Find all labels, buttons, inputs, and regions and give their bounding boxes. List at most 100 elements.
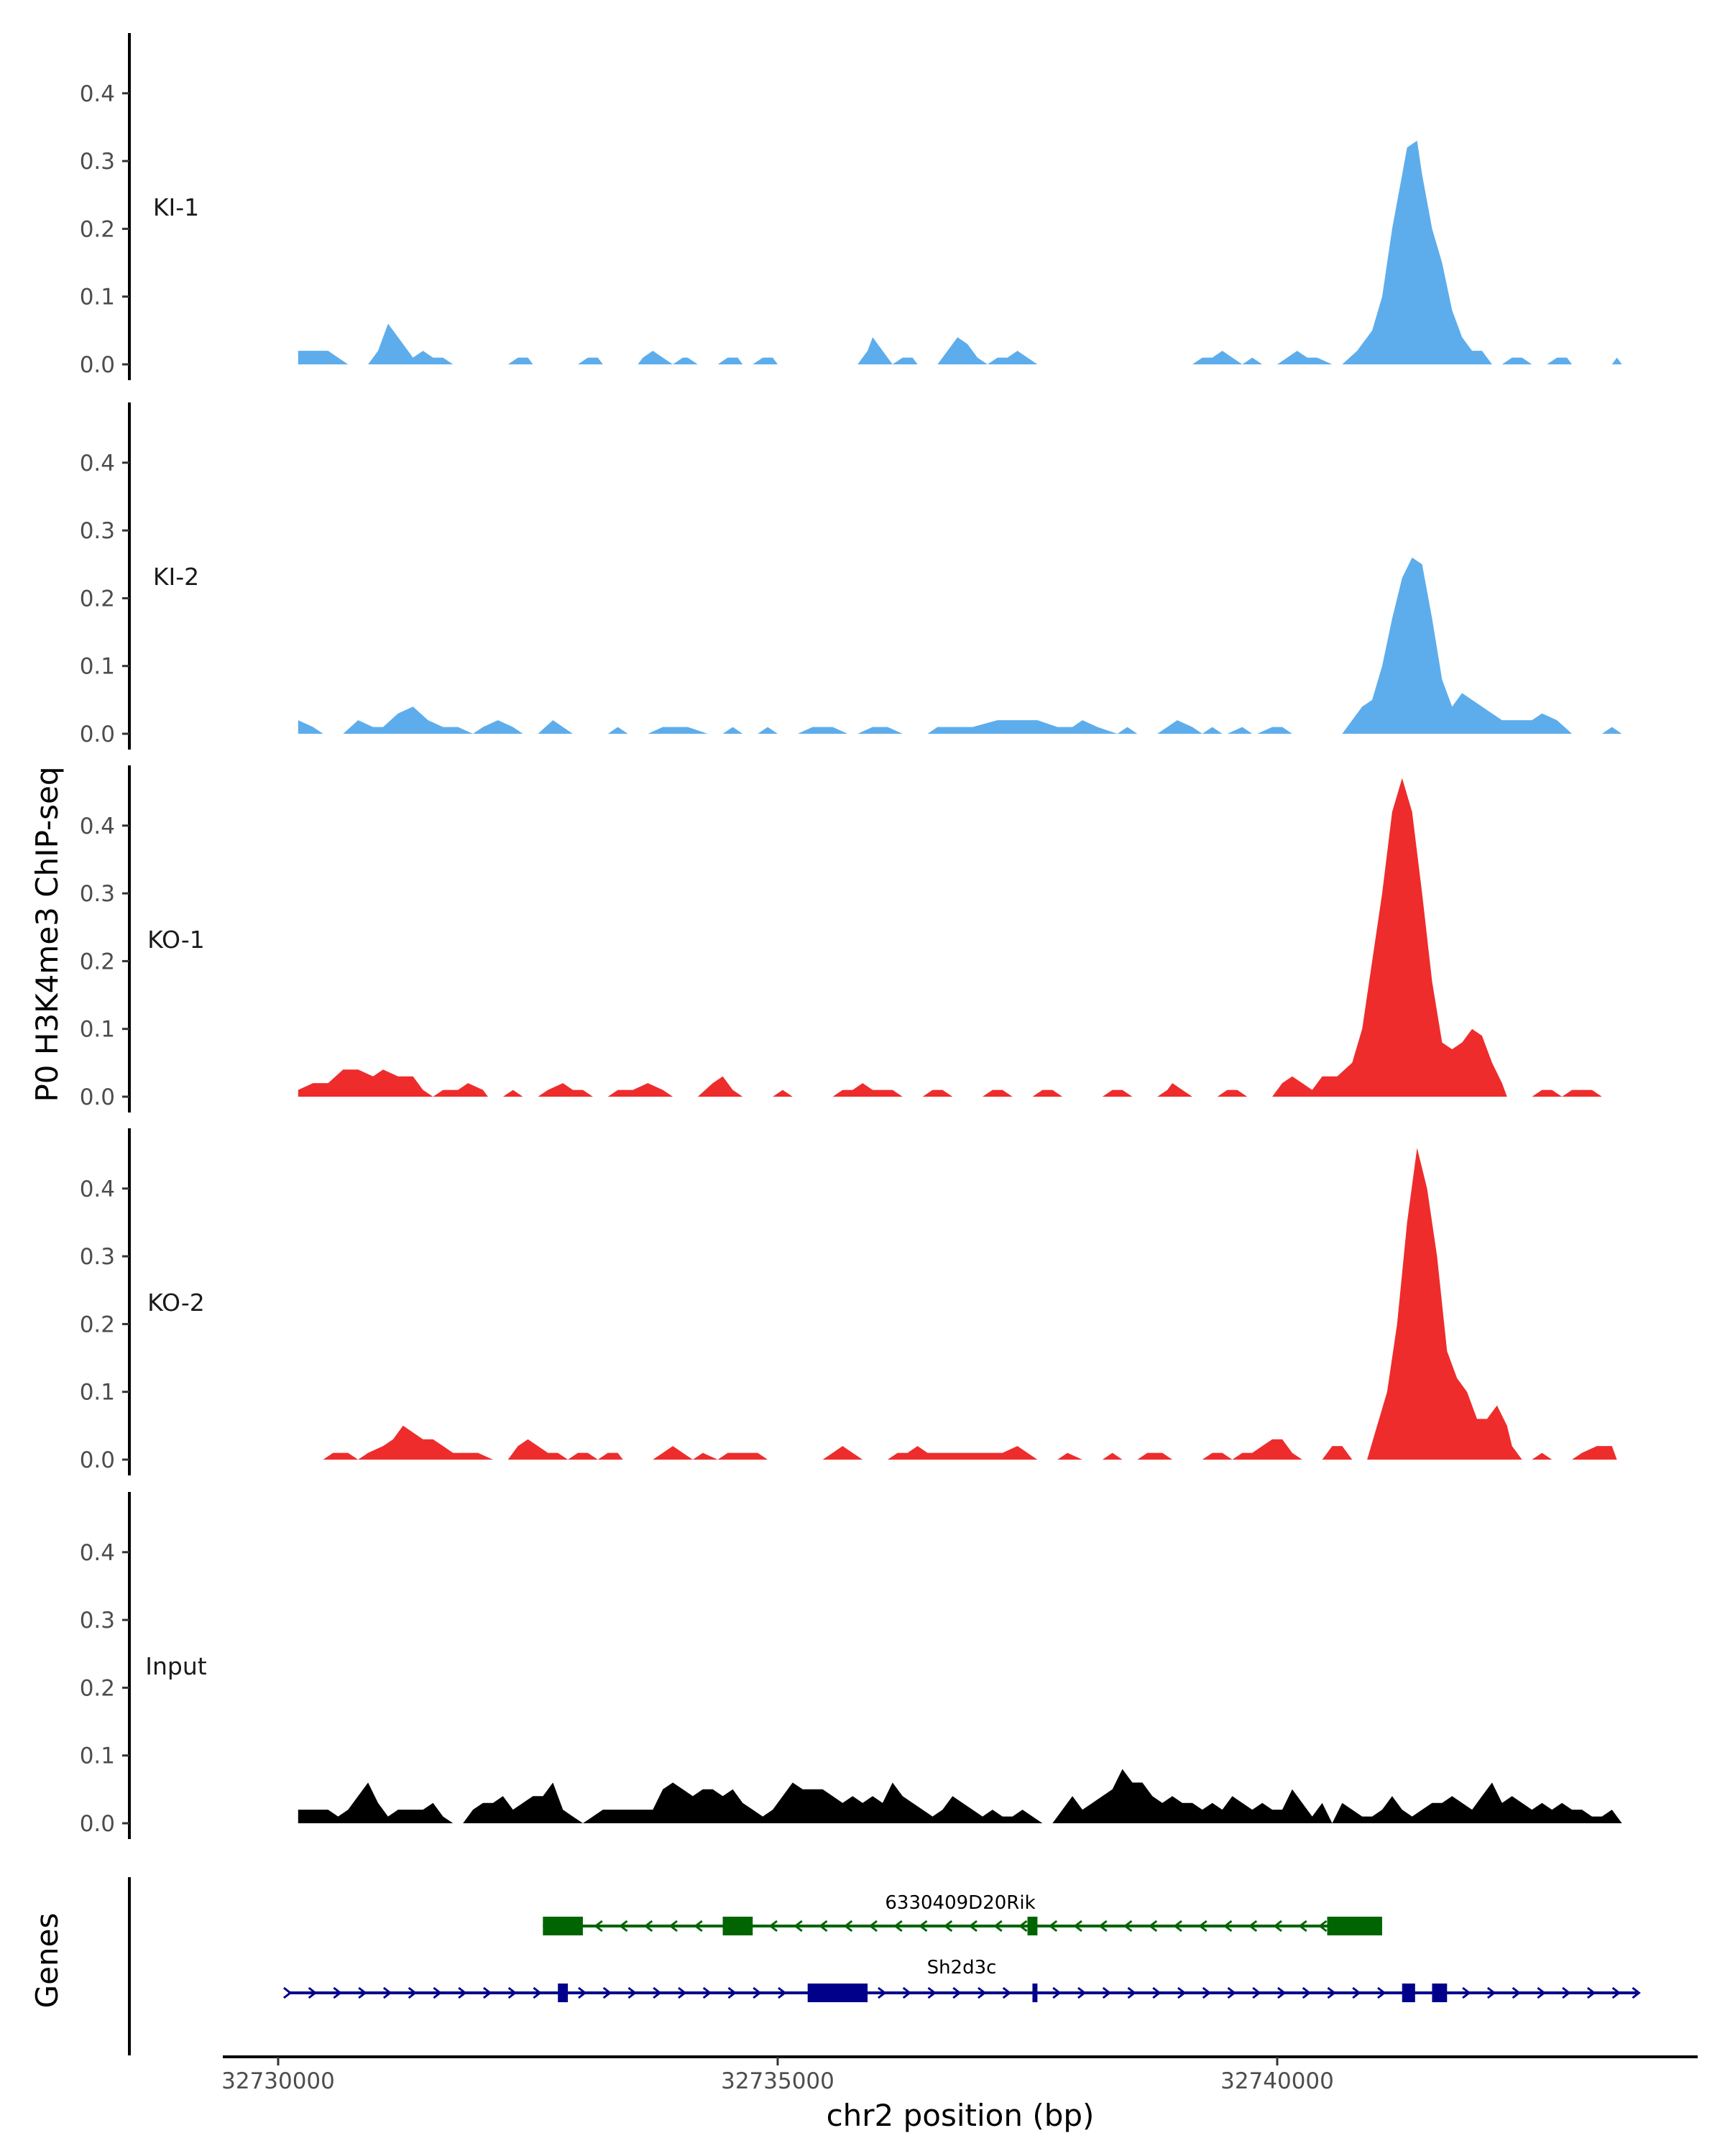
x-axis-title: chr2 position (bp) [827, 2098, 1095, 2133]
x-axis: 32730000 32735000 32740000 [221, 2055, 1698, 2094]
exon-block [722, 1917, 753, 1935]
strand-arrow [602, 1986, 612, 1999]
x-tick-label: 32740000 [1220, 2068, 1334, 2094]
strand-arrow [1052, 1986, 1062, 1999]
y-tick-label: 0.2 [80, 216, 115, 242]
strand-arrow [694, 1920, 703, 1932]
strand-arrow [878, 1986, 887, 1999]
strand-arrow [1611, 1986, 1622, 1999]
y-tick-label: 0.4 [80, 1176, 115, 1202]
y-tick-label: 0.3 [80, 518, 115, 544]
strand-arrow [868, 1920, 878, 1932]
y-tick-label: 0.2 [80, 1675, 115, 1701]
strand-arrow [627, 1986, 637, 1999]
y-tick-label: 0.1 [80, 1743, 115, 1769]
strand-arrow [1123, 1920, 1133, 1932]
strand-arrow [643, 1920, 653, 1932]
strand-arrow [282, 1986, 293, 1999]
strand-arrow [1252, 1986, 1261, 1999]
track-name-label: KI-1 [153, 193, 199, 221]
strand-arrow [1327, 1986, 1336, 1999]
signal-area-ki-2 [298, 557, 1622, 734]
strand-arrow [578, 1986, 587, 1999]
strand-arrow [1298, 1920, 1307, 1932]
strand-arrow [1277, 1986, 1287, 1999]
x-tick-label: 32735000 [721, 2068, 834, 2094]
strand-arrow [1352, 1986, 1361, 1999]
strand-arrow [668, 1920, 678, 1932]
track-name-label: KO-1 [147, 926, 205, 954]
strand-arrow [619, 1920, 628, 1932]
strand-arrow [653, 1986, 662, 1999]
strand-arrow [794, 1920, 803, 1932]
strand-arrow [943, 1920, 953, 1932]
strand-arrow [702, 1986, 712, 1999]
y-tick-label: 0.1 [80, 285, 115, 310]
strand-arrow [993, 1920, 1003, 1932]
strand-arrow [1512, 1986, 1522, 1999]
strand-arrow [482, 1986, 492, 1999]
strand-arrow [819, 1920, 828, 1932]
strand-arrow [927, 1986, 937, 1999]
strand-arrow [1486, 1986, 1496, 1999]
exon-block [1032, 1984, 1038, 2002]
strand-arrow [727, 1986, 737, 1999]
strand-arrow [1586, 1986, 1596, 1999]
strand-arrow [1173, 1920, 1182, 1932]
strand-arrow [1302, 1986, 1312, 1999]
strand-arrow [902, 1986, 912, 1999]
exon-block [807, 1984, 868, 2002]
strand-arrow [753, 1986, 762, 1999]
y-tick-label: 0.0 [80, 352, 115, 378]
strand-arrow [1273, 1920, 1282, 1932]
signal-tracks: 0.00.10.20.30.4KI-10.00.10.20.30.4KI-20.… [80, 33, 1622, 1839]
strand-arrow [1562, 1986, 1571, 1999]
exon-block [1432, 1984, 1448, 2002]
strand-arrow [358, 1986, 367, 1999]
strand-arrow [382, 1986, 392, 1999]
strand-arrow [333, 1986, 342, 1999]
strand-arrow [1377, 1986, 1386, 1999]
strand-arrow [968, 1920, 978, 1932]
y-tick-label: 0.0 [80, 1084, 115, 1110]
strand-arrow [1248, 1920, 1258, 1932]
y-tick-label: 0.0 [80, 722, 115, 747]
strand-arrow [1462, 1986, 1471, 1999]
strand-arrow [1077, 1986, 1087, 1999]
strand-arrow [458, 1986, 467, 1999]
y-tick-label: 0.2 [80, 1312, 115, 1337]
strand-arrow [919, 1920, 928, 1932]
gene-6330409d20rik: 6330409D20Rik [543, 1892, 1382, 1935]
strand-arrow [1223, 1920, 1233, 1932]
strand-arrow [1102, 1986, 1112, 1999]
strand-arrow [433, 1986, 442, 1999]
y-tick-label: 0.4 [80, 451, 115, 476]
strand-arrow [308, 1986, 318, 1999]
strand-arrow [1177, 1986, 1187, 1999]
track-ko-1: 0.0 0.1 0.2 0.3 0.4 KO-1 [80, 765, 1617, 1112]
exon-block [543, 1917, 583, 1935]
strand-arrow [507, 1986, 518, 1999]
strand-arrow [893, 1920, 903, 1932]
y-tick-label: 0.3 [80, 1608, 115, 1634]
signal-area-ko-2 [323, 1148, 1617, 1460]
exon-block [1027, 1917, 1038, 1935]
y-tick-label: 0.3 [80, 881, 115, 907]
strand-arrow [1202, 1986, 1212, 1999]
gene-name-label: Sh2d3c [927, 1957, 997, 1978]
strand-arrow [1002, 1986, 1012, 1999]
track-name-label: Input [145, 1652, 207, 1680]
track-ki-1: 0.0 0.1 0.2 0.3 0.4 KI-1 [80, 33, 1622, 380]
genes-axis-title: Genes [29, 1913, 65, 2009]
y-tick-label: 0.0 [80, 1811, 115, 1837]
strand-arrow [978, 1986, 987, 1999]
y-tick-label: 0.4 [80, 1540, 115, 1566]
y-axis-title: P0 H3K4me3 ChIP-seq [29, 766, 65, 1102]
strand-arrow [1632, 1986, 1641, 1999]
exon-block [1402, 1984, 1415, 2002]
x-tick-label: 32730000 [221, 2068, 335, 2094]
y-tick-label: 0.2 [80, 586, 115, 612]
exon-block [558, 1984, 569, 2002]
strand-arrow [1127, 1986, 1136, 1999]
